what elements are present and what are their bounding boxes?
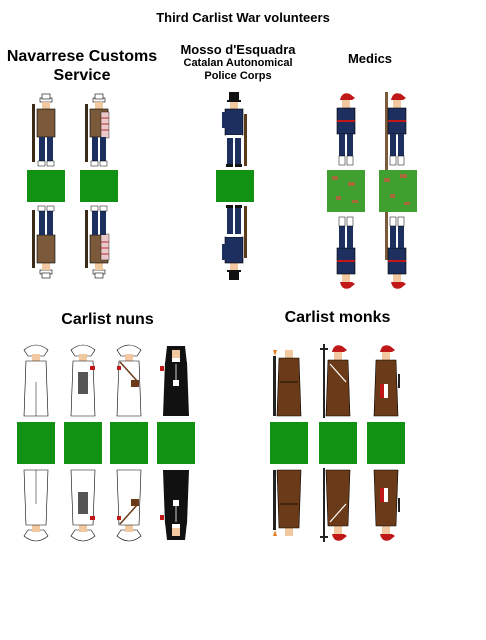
monk-figure-1 [270, 349, 308, 537]
mosso-subtitle-line1: Catalan Autonomical [183, 57, 293, 69]
mosso-subtitle-line2: Police Corps [204, 70, 272, 82]
figure-base [157, 422, 195, 464]
mosso-figure [216, 91, 254, 281]
nun-figure-4 [157, 345, 195, 541]
navarrese-figure-2 [80, 93, 118, 279]
nun-figure-2 [64, 344, 102, 542]
navarrese-title-line1: Navarrese Customs [6, 48, 158, 65]
figure-base [110, 422, 148, 464]
mosso-title-line1: Mosso d'Esquadra [180, 42, 296, 57]
figure-base [216, 170, 254, 202]
figure-base [270, 422, 308, 464]
nun-figure-3 [110, 344, 148, 542]
navarrese-title-line2: Service [53, 67, 111, 84]
medics-title: Medics [347, 51, 393, 66]
monk-figure-2 [319, 343, 357, 543]
medic-figure-1 [327, 92, 365, 290]
figure-base [64, 422, 102, 464]
nun-figure-1 [17, 344, 55, 542]
figure-base [80, 170, 118, 202]
nuns-title: Carlist nuns [61, 311, 154, 328]
monks-title: Carlist monks [284, 309, 391, 326]
figure-base [27, 170, 65, 202]
navarrese-title: Navarrese Customs Service [2, 47, 162, 85]
figure-base [367, 422, 405, 464]
navarrese-figure-1 [27, 93, 65, 279]
medic-figure-2 [379, 92, 417, 290]
monk-figure-3 [367, 344, 405, 542]
medic-base [379, 170, 417, 212]
figure-base [17, 422, 55, 464]
figure-base [319, 422, 357, 464]
page-title: Third Carlist War volunteers [156, 10, 330, 25]
mosso-title: Mosso d'Esquadra Catalan Autonomical Pol… [168, 42, 308, 83]
